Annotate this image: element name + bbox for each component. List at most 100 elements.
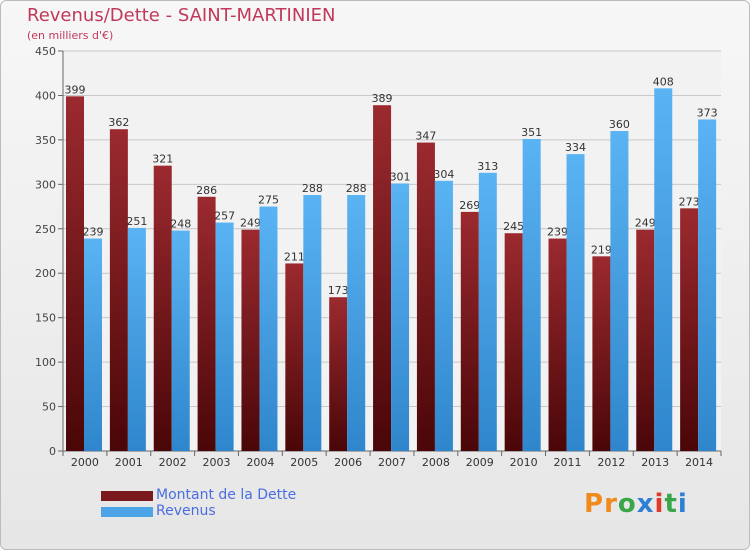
bar-debt — [592, 256, 611, 451]
x-tick-label: 2010 — [510, 456, 538, 469]
bar-debt — [460, 211, 479, 451]
bar-debt — [680, 208, 699, 451]
data-label-revenue: 408 — [653, 75, 674, 88]
data-label-debt: 399 — [65, 83, 86, 96]
logo-letter: o — [617, 489, 637, 519]
chart-subtitle: (en milliers d'€) — [27, 29, 114, 42]
logo-letter: t — [664, 489, 678, 519]
data-label-debt: 286 — [196, 184, 217, 197]
logo-letter: r — [604, 489, 618, 519]
data-label-debt: 245 — [503, 220, 524, 233]
y-tick-label: 50 — [42, 401, 56, 414]
proxiti-logo: Proxiti — [584, 489, 688, 519]
legend-swatch-debt — [101, 491, 153, 501]
logo-letter: i — [654, 489, 665, 519]
bar-revenue — [127, 227, 146, 451]
bar-revenue — [698, 119, 717, 451]
x-tick-label: 2007 — [378, 456, 406, 469]
x-tick-label: 2001 — [115, 456, 143, 469]
data-label-revenue: 251 — [126, 215, 147, 228]
legend-label-debt: Montant de la Dette — [156, 487, 297, 503]
bar-revenue — [303, 195, 322, 451]
bar-debt — [373, 105, 392, 451]
bar-revenue — [391, 183, 410, 451]
data-label-revenue: 288 — [346, 182, 367, 195]
data-label-revenue: 313 — [477, 160, 498, 173]
y-tick-label: 150 — [35, 312, 56, 325]
bar-revenue — [522, 139, 541, 451]
data-label-debt: 239 — [547, 226, 568, 239]
y-tick-label: 0 — [49, 445, 56, 458]
x-tick-label: 2014 — [685, 456, 713, 469]
data-label-debt: 321 — [152, 153, 173, 166]
bar-debt — [197, 196, 216, 451]
x-tick-label: 2002 — [159, 456, 187, 469]
bar-debt — [241, 229, 260, 451]
data-label-debt: 362 — [108, 116, 129, 129]
x-tick-label: 2008 — [422, 456, 450, 469]
data-label-debt: 249 — [635, 217, 656, 230]
bar-debt — [285, 263, 304, 451]
legend-label-revenue: Revenus — [156, 503, 216, 519]
y-tick-label: 350 — [35, 134, 56, 147]
bar-revenue — [566, 154, 585, 451]
data-label-revenue: 257 — [214, 210, 235, 223]
data-label-revenue: 304 — [433, 168, 454, 181]
x-tick-label: 2003 — [203, 456, 231, 469]
data-label-debt: 389 — [372, 92, 393, 105]
data-label-revenue: 351 — [521, 126, 542, 139]
data-label-revenue: 248 — [170, 218, 191, 231]
bar-debt — [548, 238, 567, 451]
logo-letter: i — [677, 489, 688, 519]
y-tick-label: 100 — [35, 356, 56, 369]
bar-debt — [109, 129, 128, 451]
data-label-debt: 211 — [284, 250, 305, 263]
data-label-debt: 173 — [328, 284, 349, 297]
bar-revenue — [171, 230, 190, 451]
bar-debt — [153, 165, 172, 451]
data-label-debt: 273 — [679, 195, 700, 208]
data-label-revenue: 301 — [390, 170, 411, 183]
data-label-revenue: 360 — [609, 118, 630, 131]
x-tick-label: 2006 — [334, 456, 362, 469]
bar-revenue — [215, 222, 234, 451]
bar-revenue — [478, 172, 497, 451]
x-tick-label: 2013 — [641, 456, 669, 469]
x-tick-label: 2009 — [466, 456, 494, 469]
data-label-revenue: 373 — [697, 106, 718, 119]
x-tick-label: 2012 — [597, 456, 625, 469]
x-tick-label: 2004 — [246, 456, 274, 469]
y-tick-label: 450 — [35, 45, 56, 58]
bar-revenue — [434, 180, 453, 451]
legend-swatch-revenue — [101, 507, 153, 517]
chart-title: Revenus/Dette - SAINT-MARTINIEN — [27, 5, 336, 26]
bar-revenue — [259, 206, 278, 451]
bar-revenue — [84, 238, 102, 451]
bar-debt — [416, 142, 435, 452]
bar-debt — [636, 229, 655, 451]
data-label-revenue: 334 — [565, 141, 586, 154]
x-tick-label: 2005 — [290, 456, 318, 469]
logo-letter: P — [584, 489, 605, 519]
bar-debt — [329, 297, 348, 451]
x-tick-label: 2000 — [71, 456, 99, 469]
y-tick-label: 300 — [35, 178, 56, 191]
data-label-debt: 219 — [591, 243, 612, 256]
y-tick-label: 400 — [35, 89, 56, 102]
data-label-debt: 249 — [240, 217, 261, 230]
bar-debt — [66, 96, 84, 451]
bar-debt — [504, 233, 523, 451]
data-label-revenue: 239 — [83, 226, 104, 239]
y-tick-label: 250 — [35, 223, 56, 236]
data-label-debt: 269 — [459, 199, 480, 212]
bar-revenue — [610, 131, 629, 451]
bar-revenue — [654, 88, 673, 451]
data-label-revenue: 288 — [302, 182, 323, 195]
bar-revenue — [347, 195, 366, 451]
y-tick-label: 200 — [35, 267, 56, 280]
data-label-debt: 347 — [415, 130, 436, 143]
logo-letter: x — [636, 489, 655, 519]
data-label-revenue: 275 — [258, 194, 279, 207]
